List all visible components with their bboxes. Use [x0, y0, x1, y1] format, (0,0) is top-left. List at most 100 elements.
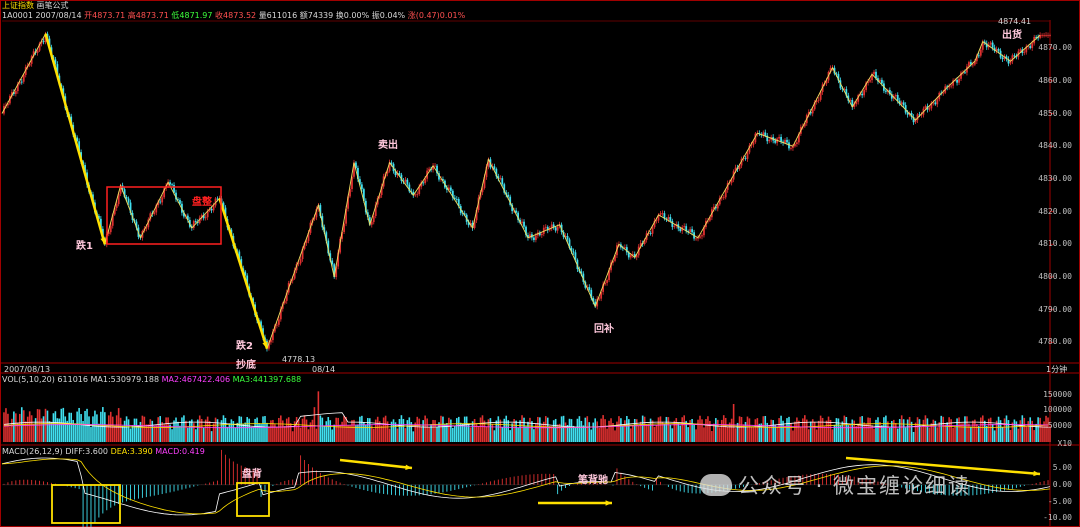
- volume-bar: [50, 422, 53, 442]
- high-price-label: 4874.41: [998, 17, 1032, 26]
- volume-bar: [374, 419, 377, 442]
- volume-bar: [612, 423, 614, 442]
- volume-bar: [734, 428, 737, 442]
- candle-body: [343, 223, 345, 233]
- volume-bar: [841, 421, 844, 442]
- volume-bar: [173, 420, 175, 442]
- volume-bar: [452, 427, 454, 442]
- candle-body: [270, 340, 272, 343]
- volume-bar: [521, 415, 523, 442]
- volume-bar: [821, 417, 824, 442]
- volume-bar: [230, 419, 233, 442]
- bi-stroke-line: [1, 32, 1041, 351]
- candle-body: [985, 43, 988, 48]
- volume-bar: [548, 425, 551, 442]
- volume-bar: [578, 416, 581, 442]
- candle-body: [863, 89, 866, 96]
- candle-body: [1029, 46, 1032, 49]
- volume-bar: [817, 420, 820, 442]
- volume-bar: [776, 426, 778, 442]
- price-tick-label: 4840.00: [1038, 141, 1072, 151]
- candle-body: [817, 99, 820, 101]
- candle-body: [449, 187, 452, 191]
- volume-bar: [487, 419, 490, 442]
- volume-bar: [509, 430, 511, 442]
- candle-body: [657, 214, 660, 221]
- volume-bar: [633, 418, 636, 442]
- volume-bar: [359, 416, 361, 442]
- candle-body: [206, 210, 209, 218]
- volume-bar: [962, 423, 964, 442]
- volume-bar: [871, 425, 873, 442]
- candle-body: [580, 271, 583, 274]
- candle-body: [861, 93, 864, 96]
- candle-body: [695, 238, 697, 240]
- candle-body: [829, 67, 832, 72]
- candle-body: [784, 139, 786, 143]
- candle-body: [1013, 55, 1016, 57]
- volume-bar: [321, 417, 324, 442]
- volume-bar: [570, 419, 573, 442]
- candle-body: [1043, 35, 1045, 36]
- candle-body: [78, 141, 81, 153]
- volume-bar: [66, 420, 69, 442]
- volume-bar: [357, 424, 359, 442]
- amount-value: 额74339: [299, 11, 334, 20]
- candle-body: [317, 205, 320, 210]
- volume-bar: [418, 418, 421, 442]
- candle-body: [574, 252, 577, 260]
- candle-body: [123, 189, 126, 197]
- candle-body: [335, 266, 338, 277]
- volume-bar: [64, 416, 67, 442]
- candle-body: [738, 165, 741, 170]
- macd-box-left: [51, 484, 121, 524]
- candle-body: [608, 270, 610, 281]
- volume-bar: [281, 420, 284, 442]
- candle-body: [446, 187, 448, 190]
- candle-body: [655, 220, 658, 222]
- volume-bar: [724, 417, 727, 442]
- macd-arrow-bibeichi-head: [605, 500, 612, 506]
- volume-bar: [111, 416, 114, 442]
- volume-bar: [143, 416, 146, 442]
- candle-body: [14, 91, 17, 94]
- candle-body: [364, 200, 367, 213]
- candle-body: [734, 167, 737, 172]
- candle-body: [161, 197, 164, 203]
- candle-body: [916, 114, 919, 121]
- volume-bar: [620, 418, 622, 442]
- volume-bar: [465, 416, 468, 442]
- volume-bar: [657, 417, 660, 442]
- period-label[interactable]: 1分钟: [1046, 365, 1068, 374]
- volume-bar: [863, 422, 865, 442]
- candle-body: [568, 239, 571, 248]
- candle-body: [671, 220, 674, 227]
- candle-body: [493, 166, 496, 169]
- volume-bar: [384, 415, 387, 442]
- volume-bar: [299, 427, 302, 442]
- volume-bar: [404, 428, 407, 442]
- volume-bar: [193, 423, 195, 442]
- volume-bar: [254, 418, 256, 442]
- candle-body: [679, 228, 682, 232]
- volume-bar: [606, 428, 608, 442]
- candle-body: [473, 220, 476, 228]
- volume-bar: [40, 418, 43, 442]
- candle-body: [768, 139, 771, 142]
- volume-bar: [938, 422, 941, 442]
- candle-body: [177, 199, 179, 201]
- volume-bar: [912, 431, 915, 442]
- candle-body: [865, 82, 868, 90]
- candle-body: [406, 179, 409, 185]
- volume-bar: [422, 420, 424, 442]
- volume-bar: [293, 421, 296, 442]
- volume-bar: [655, 425, 658, 442]
- candle-body: [7, 103, 9, 106]
- candle-body: [1019, 49, 1022, 52]
- high-price: 高4873.71: [127, 11, 169, 20]
- volume-bar: [222, 415, 225, 442]
- candle-body: [610, 262, 612, 271]
- volume-bar: [989, 417, 992, 442]
- volume-bar: [171, 429, 173, 442]
